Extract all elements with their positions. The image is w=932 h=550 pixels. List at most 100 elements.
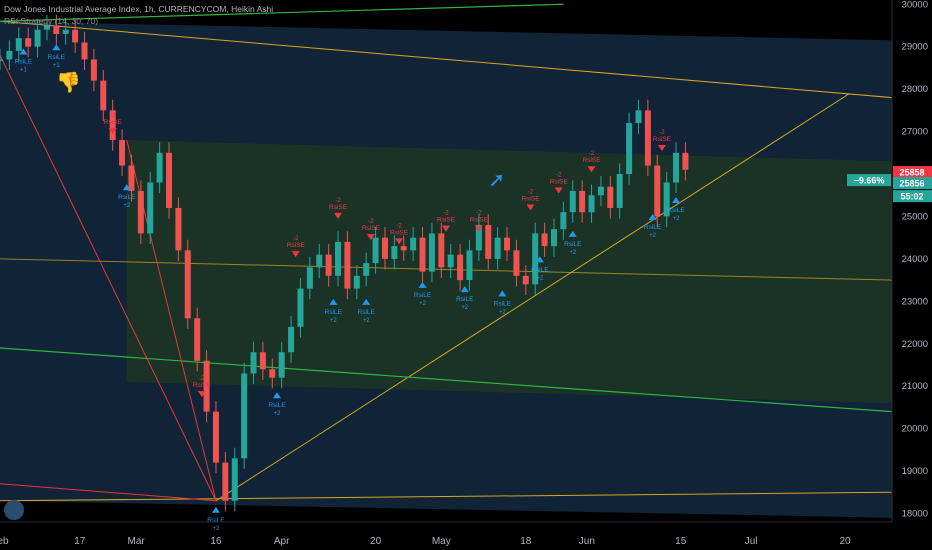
signal-marker — [498, 290, 507, 297]
signal-label: RsiLE — [456, 296, 474, 303]
signal-label: RsiLE — [667, 207, 685, 214]
candle-body — [644, 110, 651, 166]
signal-marker — [329, 298, 338, 305]
signal-qty: -2 — [293, 236, 299, 242]
candle-body — [654, 165, 661, 217]
candle-body — [212, 411, 219, 463]
candle-body — [316, 254, 323, 268]
signal-marker — [362, 298, 371, 305]
x-tick-feb-0: Feb — [0, 536, 9, 547]
signal-qty: -2 — [396, 223, 402, 229]
x-tick-jun-8: Jun — [579, 536, 595, 547]
change-pct: −9.66% — [854, 176, 885, 186]
signal-marker — [657, 145, 666, 152]
y-tick-27000: 27000 — [902, 127, 928, 138]
candle-body — [522, 275, 529, 285]
candle-body — [428, 233, 435, 272]
candle-body — [278, 352, 285, 378]
candle-body — [175, 207, 182, 251]
signal-label: RsiSE — [104, 119, 123, 126]
signal-qty: -2 — [476, 211, 482, 217]
price-tag-countdown: 55:02 — [900, 192, 923, 202]
candle-body — [147, 182, 154, 234]
signal-label: RsiSE — [437, 217, 456, 224]
candle-body — [194, 318, 201, 361]
candle-body — [231, 458, 238, 501]
signal-qty: +2 — [419, 301, 427, 307]
candle-body — [391, 246, 398, 259]
signal-marker — [211, 506, 220, 513]
x-tick-may-6: May — [432, 536, 451, 547]
trendline-orange-top — [0, 20, 893, 99]
middle-band — [126, 140, 893, 404]
signal-label: RsiSE — [470, 217, 489, 224]
candle-body — [0, 59, 3, 61]
candle-body — [457, 254, 464, 281]
signal-label: RsiSE — [193, 382, 212, 389]
candle-body — [53, 25, 60, 34]
candle-body — [438, 233, 445, 268]
signal-marker — [418, 281, 427, 288]
signal-label: RsiLE — [15, 58, 33, 65]
signal-marker — [108, 128, 117, 135]
price-tag-last_red: 25858 — [899, 168, 924, 178]
indicator-label: RSI Strategy (14, 30, 70) — [4, 16, 99, 26]
trendline-orange-mid — [0, 258, 893, 281]
signal-marker — [460, 286, 469, 293]
candle-body — [663, 182, 670, 217]
candle-body — [34, 29, 41, 47]
x-tick-16-3: 16 — [210, 536, 222, 547]
candle-body — [532, 233, 539, 285]
candle-body — [597, 186, 604, 196]
candle-body — [259, 352, 266, 370]
signal-qty: +1 — [53, 63, 61, 69]
signal-qty: -2 — [199, 376, 205, 382]
candle-body — [156, 152, 163, 183]
change-pct-bg — [847, 174, 891, 187]
signal-label: RsiLE — [644, 224, 662, 231]
thumbs-down-icon-glyph: 👎 — [56, 70, 81, 94]
x-tick-15-9: 15 — [675, 536, 687, 547]
signal-marker — [442, 225, 450, 232]
signal-marker — [587, 166, 596, 173]
signal-label: RsiLE — [358, 309, 376, 316]
signal-qty: -2 — [368, 219, 374, 225]
candle-body — [166, 152, 173, 208]
candle-body — [560, 212, 567, 230]
y-tick-29000: 29000 — [902, 42, 928, 53]
candle-body — [90, 59, 97, 81]
candle-body — [363, 263, 370, 276]
candle-body — [297, 288, 304, 327]
candle-body — [550, 229, 557, 247]
candle-body — [447, 254, 454, 268]
x-tick-jul-10: Jul — [745, 536, 758, 547]
signal-marker — [52, 44, 61, 51]
candle-body — [325, 254, 332, 276]
signal-marker — [648, 213, 657, 220]
signal-marker — [272, 392, 281, 399]
y-tick-23000: 23000 — [902, 296, 928, 307]
chart-title: Dow Jones Industrial Average Index, 1h, … — [4, 4, 274, 14]
candle-body — [504, 237, 511, 251]
candle-body — [128, 165, 135, 191]
signal-qty: +2 — [649, 233, 657, 239]
candle-body — [588, 195, 595, 213]
candle-body — [466, 250, 473, 281]
signal-label: RsiLE — [325, 309, 343, 316]
signal-label: RsiSE — [550, 178, 569, 185]
signal-marker — [554, 187, 563, 194]
candle-body — [494, 237, 501, 259]
signal-label: RsiSE — [329, 204, 348, 211]
tradingview-logo-icon — [4, 500, 24, 520]
signal-label: RsiLE — [531, 266, 549, 273]
candle-body — [100, 80, 107, 111]
candle-body — [241, 373, 248, 459]
candle-body — [203, 360, 210, 412]
signal-label: RsiLE — [268, 402, 286, 409]
signal-qty: -2 — [335, 198, 341, 204]
signal-qty: +2 — [274, 411, 282, 417]
y-tick-28000: 28000 — [902, 84, 928, 95]
signal-label: RsiLE — [207, 517, 225, 524]
candle-body — [81, 42, 88, 60]
